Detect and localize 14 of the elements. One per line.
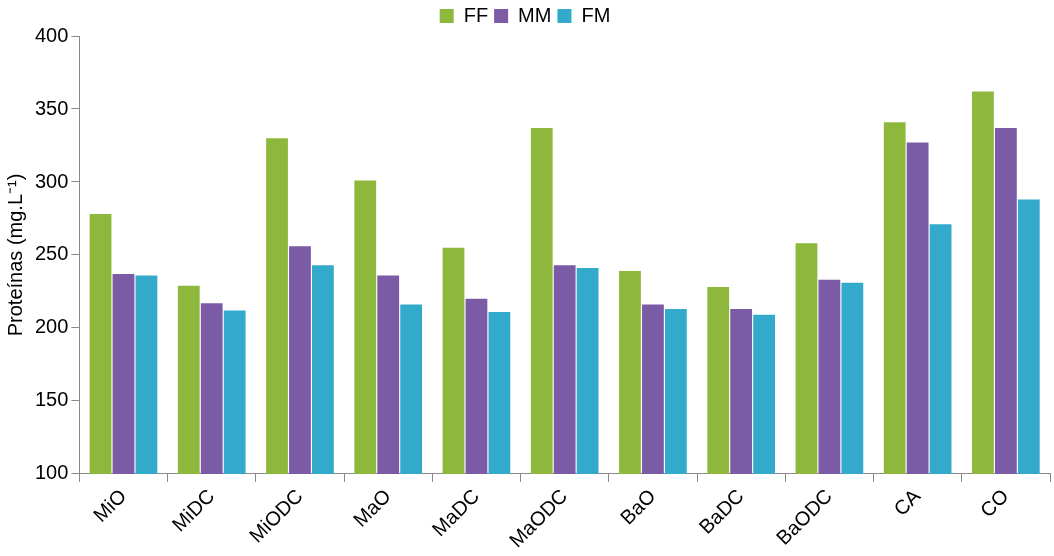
y-tick-label: 300 bbox=[34, 169, 69, 192]
x-tick-label: MiO bbox=[88, 484, 131, 527]
legend-label: MM bbox=[518, 3, 552, 26]
y-tick-label: 400 bbox=[34, 23, 69, 46]
legend-label: FM bbox=[581, 3, 611, 26]
y-tick-label: 100 bbox=[34, 461, 69, 484]
y-tick-label: 150 bbox=[34, 388, 69, 411]
y-tick-label: 350 bbox=[34, 96, 69, 119]
legend-label: FF bbox=[463, 3, 489, 26]
y-axis-title: Proteínas (mg.L⁻¹) bbox=[3, 173, 26, 337]
y-tick-label: 200 bbox=[34, 315, 69, 338]
y-tick-label: 250 bbox=[34, 242, 69, 265]
x-tick-label: CA bbox=[889, 484, 925, 520]
x-tick-label: CO bbox=[975, 484, 1013, 522]
